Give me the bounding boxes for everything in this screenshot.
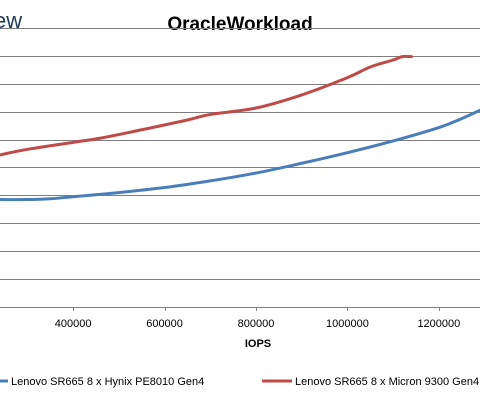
series-line-1 xyxy=(0,54,413,157)
series-line-0 xyxy=(0,108,480,202)
x-tick-label-4: 1200000 xyxy=(417,318,460,330)
x-tick-label-1: 600000 xyxy=(146,318,183,330)
legend: Lenovo SR665 8 x Hynix PE8010 Gen4 Lenovo… xyxy=(0,376,479,388)
legend-label-0: Lenovo SR665 8 x Hynix PE8010 Gen4 xyxy=(11,376,204,388)
cropped-corner-text: ew xyxy=(0,8,23,33)
x-tick-label-0: 400000 xyxy=(55,318,92,330)
legend-label-1: Lenovo SR665 8 x Micron 9300 Gen4 xyxy=(295,376,479,388)
x-axis xyxy=(0,307,480,311)
gridlines xyxy=(0,28,480,280)
series-lines xyxy=(0,54,480,202)
x-tick-labels: 400000 600000 800000 1000000 1200000 xyxy=(55,318,460,330)
x-tick-label-2: 800000 xyxy=(238,318,275,330)
x-tick-label-3: 1000000 xyxy=(326,318,369,330)
chart-title: OracleWorkload xyxy=(167,14,313,35)
x-axis-title: IOPS xyxy=(245,338,271,350)
